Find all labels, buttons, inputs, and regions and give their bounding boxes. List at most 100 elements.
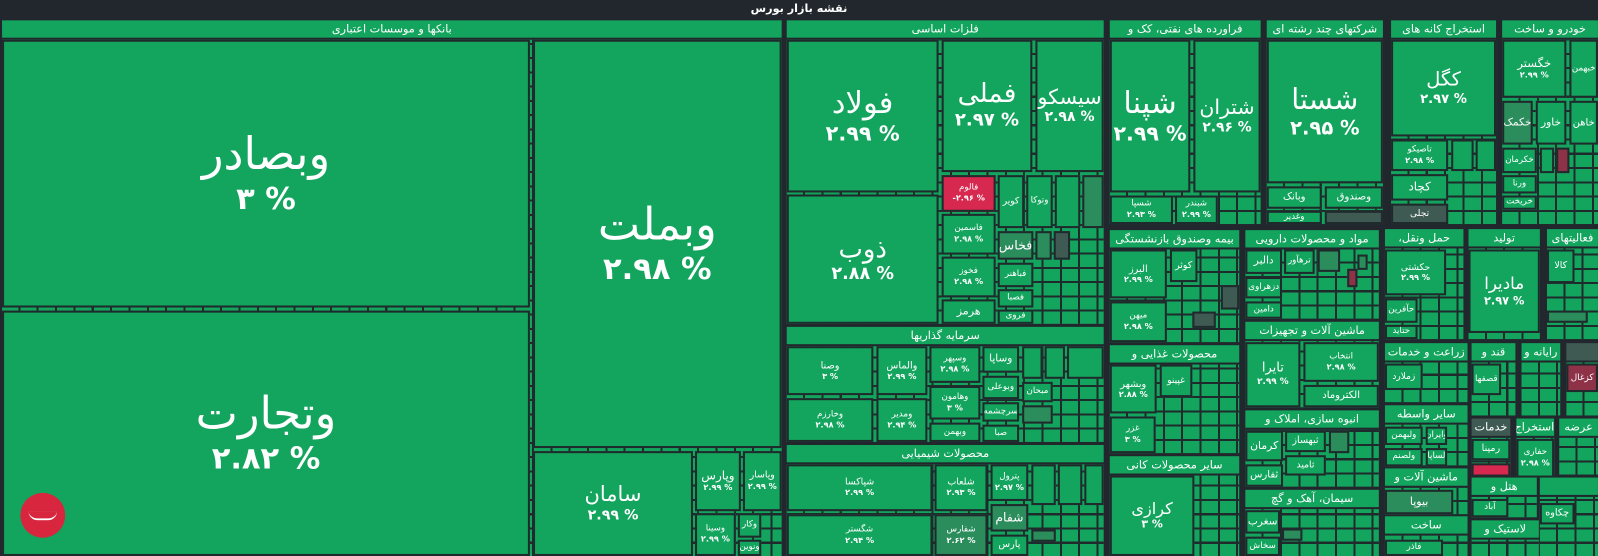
stock-tile[interactable]: کزغال	[1566, 363, 1598, 393]
stock-tile[interactable]: حکشتی ۲.۹۹ %	[1384, 249, 1447, 296]
stock-tile[interactable]	[1022, 346, 1043, 379]
stock-tile[interactable]: خگستر ۲.۹۹ %	[1502, 39, 1567, 98]
stock-tile[interactable]: فملی ۲.۹۷ %	[941, 39, 1033, 173]
stock-tile[interactable]: لساپا	[1425, 448, 1448, 467]
stock-tile[interactable]: میهن ۲.۹۸ %	[1109, 301, 1167, 343]
stock-tile[interactable]	[1054, 175, 1081, 229]
stock-tile[interactable]: ولصنم	[1384, 448, 1423, 467]
stock-tile[interactable]: وبانک	[1266, 186, 1322, 209]
stock-tile[interactable]	[1475, 139, 1497, 172]
stock-tile[interactable]: وبوعلی	[982, 375, 1020, 400]
stock-tile[interactable]: شلعاب ۲.۹۳ %	[934, 464, 988, 512]
stock-tile[interactable]: کچاد	[1391, 174, 1449, 201]
stock-tile[interactable]: سیسکو ۲.۹۸ %	[1035, 39, 1104, 173]
sector-header[interactable]: ماشین آلات و تجهیزات	[1245, 321, 1379, 340]
sector-header[interactable]: ساخت	[1384, 516, 1468, 534]
stock-tile[interactable]: وایران	[1425, 426, 1448, 445]
sector-header[interactable]: سیمان، آهک و گچ	[1245, 489, 1379, 508]
stock-tile[interactable]: تایرا ۲.۹۹ %	[1245, 342, 1301, 408]
sector-header[interactable]: سایر واسطه	[1384, 405, 1468, 423]
stock-tile[interactable]: خبهمن	[1569, 39, 1598, 98]
stock-tile[interactable]: کوثر	[1169, 249, 1198, 283]
stock-tile[interactable]: کرمان	[1245, 430, 1284, 462]
stock-tile[interactable]: ولبهمن	[1384, 426, 1423, 445]
stock-tile[interactable]: فالوم -۲.۹۶ %	[941, 175, 996, 212]
sector-header[interactable]: تولید	[1468, 229, 1540, 247]
stock-tile[interactable]	[1022, 405, 1053, 424]
stock-tile[interactable]: چکاوه	[1539, 503, 1575, 525]
stock-tile[interactable]: وپارس ۲.۹۹ %	[695, 451, 741, 512]
sector-header[interactable]: خودرو و ساخت	[1502, 20, 1598, 38]
stock-tile[interactable]: حتاید	[1384, 324, 1418, 340]
stock-tile[interactable]: فخاس	[997, 231, 1034, 260]
stock-tile[interactable]: الکتروماد	[1303, 384, 1379, 408]
sector-header[interactable]: استخراج	[1516, 418, 1555, 436]
stock-tile[interactable]: پترول ۲.۹۷ %	[990, 464, 1029, 502]
stock-tile[interactable]: سخاش	[1245, 536, 1280, 556]
stock-tile[interactable]: کالا	[1546, 249, 1575, 284]
stock-tile[interactable]	[1282, 528, 1303, 541]
stock-tile[interactable]: خکمک	[1502, 100, 1533, 145]
sector-header[interactable]: بیمه وصندوق بازنشستگی	[1109, 230, 1240, 248]
stock-tile[interactable]: آباد	[1471, 498, 1509, 518]
stock-tile[interactable]	[1347, 268, 1358, 288]
sector-header[interactable]: فراورده های نفتی، کک و	[1109, 20, 1261, 38]
stock-tile[interactable]: تاصیکو ۲.۹۸ %	[1391, 139, 1449, 172]
stock-tile[interactable]	[1357, 254, 1368, 270]
stock-tile[interactable]	[1066, 346, 1104, 379]
stock-tile[interactable]: ونوین	[737, 539, 762, 556]
stock-tile[interactable]: فباهنر	[997, 262, 1034, 288]
stock-tile[interactable]	[1035, 231, 1052, 260]
stock-tile[interactable]: دالبر	[1245, 249, 1283, 274]
stock-tile[interactable]	[1539, 147, 1555, 174]
sector-header[interactable]: فلزات اساسی	[786, 20, 1104, 38]
stock-tile[interactable]	[1192, 311, 1216, 328]
sector-header[interactable]	[1539, 477, 1598, 495]
stock-tile[interactable]: فولاد ۲.۹۹ %	[786, 39, 939, 193]
sector-header[interactable]: مواد و محصولات دارویی	[1245, 230, 1379, 248]
stock-tile[interactable]: شبندر ۲.۹۹ %	[1175, 195, 1218, 225]
stock-tile[interactable]: وتجارت ۲.۸۲ %	[2, 310, 530, 556]
stock-tile[interactable]: فروی	[997, 309, 1034, 324]
stock-tile[interactable]: ورنا	[1502, 175, 1537, 194]
stock-tile[interactable]	[1328, 430, 1350, 454]
stock-tile[interactable]: وسپهر ۲.۹۸ %	[929, 346, 981, 383]
stock-tile[interactable]: ثامید	[1285, 455, 1326, 476]
stock-tile[interactable]	[1317, 249, 1341, 272]
stock-tile[interactable]: زملارد	[1384, 363, 1423, 391]
stock-tile[interactable]: غپینو	[1159, 364, 1193, 398]
stock-tile[interactable]: شفارس ۲.۶۲ %	[934, 514, 988, 556]
sector-header[interactable]: سایر محصولات کانی	[1109, 456, 1240, 474]
stock-tile[interactable]	[1084, 464, 1104, 506]
stock-tile[interactable]: وتوکا	[1026, 175, 1053, 229]
stock-tile[interactable]	[1324, 210, 1383, 225]
sector-header[interactable]: خدمات	[1471, 418, 1511, 436]
sector-header[interactable]: عرضه	[1559, 418, 1598, 436]
stock-tile[interactable]: خاهن	[1569, 100, 1598, 145]
sector-header[interactable]: بانکها و موسسات اعتباری	[2, 20, 782, 38]
stock-tile[interactable]: وبملت ۲.۹۸ %	[532, 39, 782, 449]
stock-tile[interactable]: فصبا	[997, 289, 1034, 308]
stock-tile[interactable]: شفام	[990, 504, 1029, 532]
stock-tile[interactable]	[1031, 464, 1056, 506]
stock-tile[interactable]: انتخاب ۲.۹۸ %	[1303, 342, 1379, 382]
sector-header[interactable]: انبوه سازی، املاک و	[1245, 410, 1379, 428]
stock-tile[interactable]: رمپنا	[1471, 438, 1511, 461]
stock-tile[interactable]: خکرمان	[1502, 147, 1537, 174]
stock-tile[interactable]	[1057, 464, 1083, 506]
stock-tile[interactable]: شپاکسا ۲.۹۹ %	[786, 464, 933, 512]
stock-tile[interactable]	[1471, 463, 1511, 477]
stock-tile[interactable]: وبصادر ۳ %	[2, 39, 530, 308]
sector-header[interactable]: محصولات غذایی و	[1109, 345, 1240, 363]
sector-header[interactable]: لاستیک و	[1471, 520, 1539, 538]
sector-header[interactable]: قند و	[1471, 343, 1516, 361]
sector-header[interactable]: سرمایه گذاریها	[786, 326, 1104, 345]
stock-tile[interactable]	[1082, 175, 1104, 229]
stock-tile[interactable]: پارس	[990, 534, 1029, 556]
sector-header[interactable]: شرکتهای چند رشته ای	[1266, 20, 1383, 38]
sector-header[interactable]: ماشین آلات و	[1384, 468, 1468, 486]
stock-tile[interactable]: وصندوق	[1324, 186, 1383, 209]
stock-tile[interactable]	[1451, 139, 1474, 172]
sector-header[interactable]: فعالیتهای	[1546, 229, 1598, 247]
stock-tile[interactable]: والماس ۲.۹۹ %	[876, 346, 928, 396]
